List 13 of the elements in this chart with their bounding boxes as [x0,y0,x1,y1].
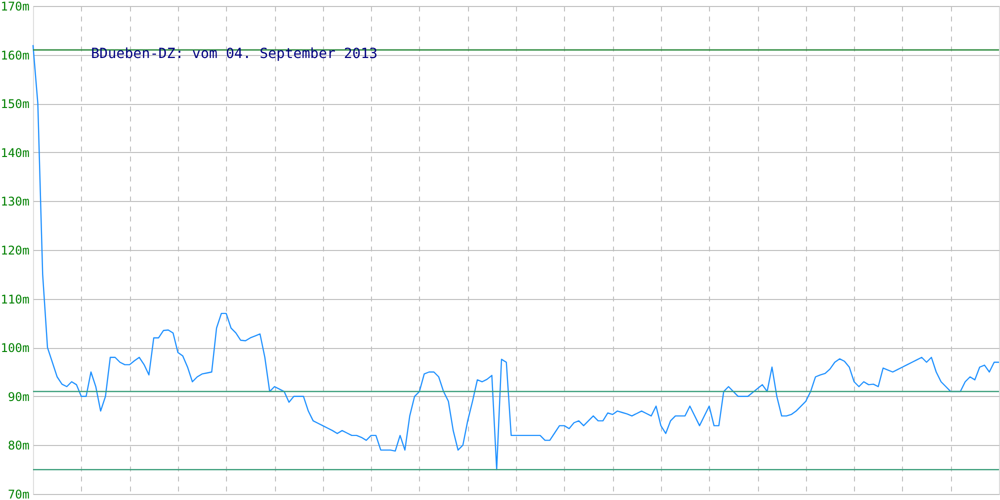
y-tick-label: 100m [0,341,30,356]
y-tick-label: 150m [0,97,30,112]
y-tick-label: 170m [0,0,30,14]
y-tick-label: 70m [8,488,30,500]
y-tick-label: 110m [0,292,30,306]
text: BDueben-DZ: vom 04. September 2013 [91,46,378,62]
y-tick-label: 130m [0,194,30,209]
y-tick-label: 160m [0,48,30,62]
y-tick-label: 140m [0,146,30,160]
y-tick-label: 80m [8,438,30,453]
line-series [32,44,1000,470]
y-tick-label: 90m [8,390,30,404]
y-tick-label: 120m [0,244,30,258]
